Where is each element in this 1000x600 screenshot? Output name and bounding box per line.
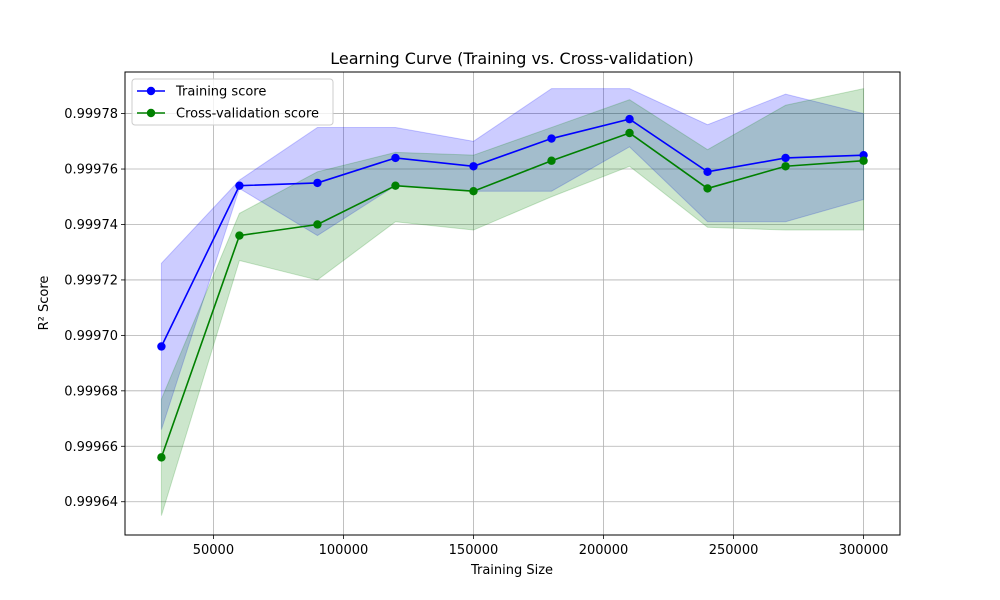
training-score-point <box>547 134 556 143</box>
plot-area-frame <box>124 71 901 536</box>
grid-lines <box>125 72 900 535</box>
x-axis-label: Training Size <box>470 563 553 578</box>
series-lines <box>157 114 868 462</box>
training-score-line <box>160 118 864 347</box>
cross-validation-score-band <box>160 88 865 516</box>
legend-box <box>131 78 334 126</box>
legend: Training score Cross-validation score <box>131 78 334 126</box>
y-axis-label: R² Score <box>37 276 52 331</box>
y-tick-label: 0.99966 <box>64 440 118 455</box>
training-score-point <box>625 114 634 124</box>
cross-validation-score-point <box>625 128 634 138</box>
x-tick-label: 150000 <box>449 543 499 558</box>
y-tick-label: 0.99976 <box>64 163 118 178</box>
y-tick-label: 0.99972 <box>64 273 118 288</box>
y-tick-label: 0.99968 <box>64 384 118 399</box>
training-score-point <box>235 181 244 190</box>
y-tick-label: 0.99970 <box>64 329 118 344</box>
training-score-point <box>157 342 166 351</box>
cross-validation-score-point <box>547 156 556 165</box>
x-tick-label: 100000 <box>319 543 369 558</box>
cross-validation-score-point <box>157 453 166 462</box>
cross-validation-score-point <box>859 156 868 165</box>
training-score-point <box>469 162 478 171</box>
training-score-point <box>391 153 400 163</box>
legend-training-label: Training score <box>175 85 266 100</box>
x-tick-label: 200000 <box>579 543 629 558</box>
cross-validation-score-point <box>313 220 322 229</box>
x-tick-label: 50000 <box>193 543 234 558</box>
y-tick-label: 0.99974 <box>64 218 118 233</box>
y-tick-label: 0.99978 <box>64 107 118 122</box>
cross-validation-score-point <box>391 181 400 190</box>
cross-validation-score-point <box>235 231 244 240</box>
training-score-point <box>781 153 790 163</box>
training-score-point <box>703 167 712 177</box>
training-score-point <box>313 178 322 188</box>
legend-training-marker <box>146 86 156 96</box>
cross-validation-score-line <box>160 132 864 458</box>
y-tick-label: 0.99964 <box>64 495 118 510</box>
cross-validation-score-point <box>469 187 478 196</box>
legend-cross-validation-marker <box>146 108 156 118</box>
x-tick-label: 250000 <box>709 543 759 558</box>
cross-validation-score-point <box>703 184 712 193</box>
cross-validation-score-point <box>781 162 790 171</box>
x-axis-ticks: 50000 100000 150000 200000 250000 300000 <box>193 535 889 558</box>
x-tick-label: 300000 <box>839 543 889 558</box>
chart-title: Learning Curve (Training vs. Cross-valid… <box>330 49 694 68</box>
y-axis-ticks: 0.99964 0.99966 0.99968 0.99970 0.99972 0.999… <box>64 107 125 510</box>
legend-cross-validation-label: Cross-validation score <box>176 107 319 122</box>
